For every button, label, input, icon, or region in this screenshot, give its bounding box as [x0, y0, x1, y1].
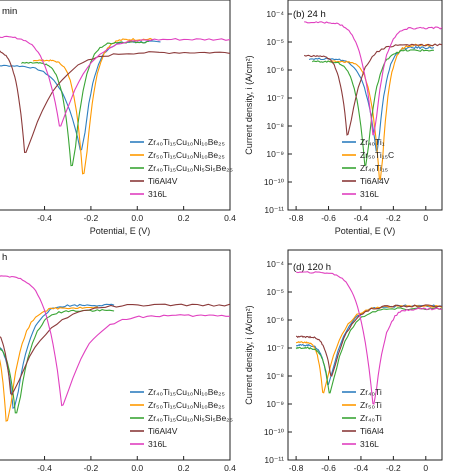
x-tick-label: -0.4: [37, 213, 52, 223]
series-line: [295, 304, 442, 377]
plot-frame: [287, 249, 443, 461]
legend-label: Zr₄₀Ti₁₅Cu₁₀Ni₅Si₅Be₂₅: [148, 163, 233, 173]
legend-label: Zr₄₀Ti₁₅: [360, 163, 388, 173]
series-line: [295, 271, 442, 405]
legend-label: Zr₅₀Ti₁₅Cu₁₀Ni₁₀Be₂₅: [148, 150, 225, 160]
series-line: [0, 40, 161, 151]
y-tick-label: 10⁻⁷: [267, 93, 284, 103]
x-tick-label: -0.8: [289, 463, 304, 473]
series-line: [304, 21, 442, 136]
y-tick-label: 10⁻⁷: [267, 343, 284, 353]
series-line: [0, 303, 115, 409]
legend-label: Zr₅₀Ti₁₅C: [360, 150, 394, 160]
legend-label: Ti6Al4V: [148, 426, 178, 436]
x-tick-label: 0: [423, 463, 428, 473]
chart-panel-2: -0.8 -0.6 -0.4 -0.2 0 10⁻⁴ 10⁻⁵ 10⁻⁶ 10⁻⁷ 10⁻⁸ 10⁻…: [244, 0, 443, 236]
x-axis-label: Potential, E (V): [335, 226, 396, 236]
y-tick-label: 10⁻⁵: [267, 287, 284, 297]
x-tick-label: -0.6: [321, 463, 336, 473]
legend-label: Ti6Al4: [360, 426, 384, 436]
x-tick-label: -0.2: [386, 463, 401, 473]
legend-label: Zr₅₀Ti₁₅Cu₁₀Ni₁₀Be₂₅: [148, 400, 225, 410]
x-tick-label: 0.4: [224, 463, 236, 473]
legend-label: 316L: [148, 439, 167, 449]
legend-label: Zr₄₀Ti: [360, 413, 382, 423]
legend-label: Zr₄₀Ti₁₅Cu₁₀Ni₁₀Be₂₅: [148, 137, 225, 147]
series-line: [0, 50, 230, 153]
legend-label: 316L: [360, 439, 379, 449]
series-group: [303, 21, 442, 180]
x-tick-label: 0.4: [224, 213, 236, 223]
series-line: [295, 307, 442, 394]
plot-frame: [0, 249, 231, 461]
x-tick-label: 0.0: [131, 463, 143, 473]
series-group: [0, 275, 230, 422]
x-tick-label: -0.4: [37, 463, 52, 473]
series-group: [0, 35, 230, 175]
x-tick-label: -0.4: [354, 213, 369, 223]
series-line: [0, 303, 230, 396]
y-axis-label: Current density, i (A/cm²): [244, 305, 254, 404]
x-tick-label: 0.2: [178, 213, 190, 223]
x-tick-label: -0.4: [354, 463, 369, 473]
y-axis-label: Current density, i (A/cm²): [244, 55, 254, 154]
legend-label: Zr₄₀Ti₁: [360, 137, 385, 147]
y-tick-label: 10⁻⁹: [266, 149, 284, 159]
x-tick-label: -0.2: [386, 213, 401, 223]
y-tick-label: 10⁻¹¹: [264, 455, 284, 465]
x-tick-label: 0.0: [131, 213, 143, 223]
legend-label: Zr₄₀Ti: [360, 387, 382, 397]
y-tick-label: 10⁻¹¹: [264, 205, 284, 215]
series-line: [328, 43, 435, 180]
y-tick-label: 10⁻⁶: [267, 65, 284, 75]
y-tick-label: 10⁻⁹: [266, 399, 284, 409]
series-line: [0, 275, 230, 407]
panel-title: h: [2, 252, 7, 263]
x-tick-label: 0.2: [178, 463, 190, 473]
y-tick-label: 10⁻⁶: [267, 315, 284, 325]
x-axis-label: Potential, E (V): [90, 226, 151, 236]
plot-frame: [0, 0, 231, 211]
legend-label: Zr₄₀Ti₁₅Cu₁₀Ni₁₀Be₂₅: [148, 387, 225, 397]
panel-title: min: [2, 6, 17, 17]
plot-frame: [287, 0, 443, 211]
legend-label: Zr₄₀Ti₁₅Cu₁₀Ni₅Si₅Be₂₅: [148, 413, 233, 423]
legend-label: Ti6Al4V: [360, 176, 390, 186]
y-tick-label: 10⁻⁴: [266, 259, 284, 269]
x-tick-label: -0.6: [321, 213, 336, 223]
legend-label: 316L: [360, 189, 379, 199]
panel-title: (b) 24 h: [293, 9, 326, 20]
x-tick-label: 0: [423, 213, 428, 223]
y-tick-label: 10⁻¹⁰: [264, 427, 285, 437]
series-line: [32, 37, 154, 175]
series-line: [303, 43, 442, 136]
legend-label: Ti6Al4V: [148, 176, 178, 186]
series-line: [0, 35, 230, 127]
y-tick-label: 10⁻⁴: [266, 9, 284, 19]
y-tick-label: 10⁻¹⁰: [264, 177, 285, 187]
legend-label: 316L: [148, 189, 167, 199]
series-line: [308, 45, 435, 152]
x-tick-label: -0.2: [84, 213, 99, 223]
chart-panel-4: -0.8 -0.6 -0.4 -0.2 0 10⁻⁴ 10⁻⁵ 10⁻⁶ 10⁻⁷ 10⁻⁸ 10⁻…: [244, 249, 443, 473]
y-tick-label: 10⁻⁸: [266, 371, 284, 381]
x-tick-label: -0.8: [289, 213, 304, 223]
x-tick-label: -0.2: [84, 463, 99, 473]
series-line: [311, 48, 434, 167]
panel-title: (d) 120 h: [293, 262, 331, 273]
series-line: [0, 306, 98, 422]
legend-label: Zr₅₀Ti: [360, 400, 382, 410]
chart-panel-1: -0.4 -0.2 0.0 0.2 0.4 Potential, E (V) min Zr₄₀…: [0, 0, 236, 236]
series-group: [295, 271, 442, 405]
y-tick-label: 10⁻⁵: [267, 37, 284, 47]
y-tick-label: 10⁻⁸: [266, 121, 284, 131]
